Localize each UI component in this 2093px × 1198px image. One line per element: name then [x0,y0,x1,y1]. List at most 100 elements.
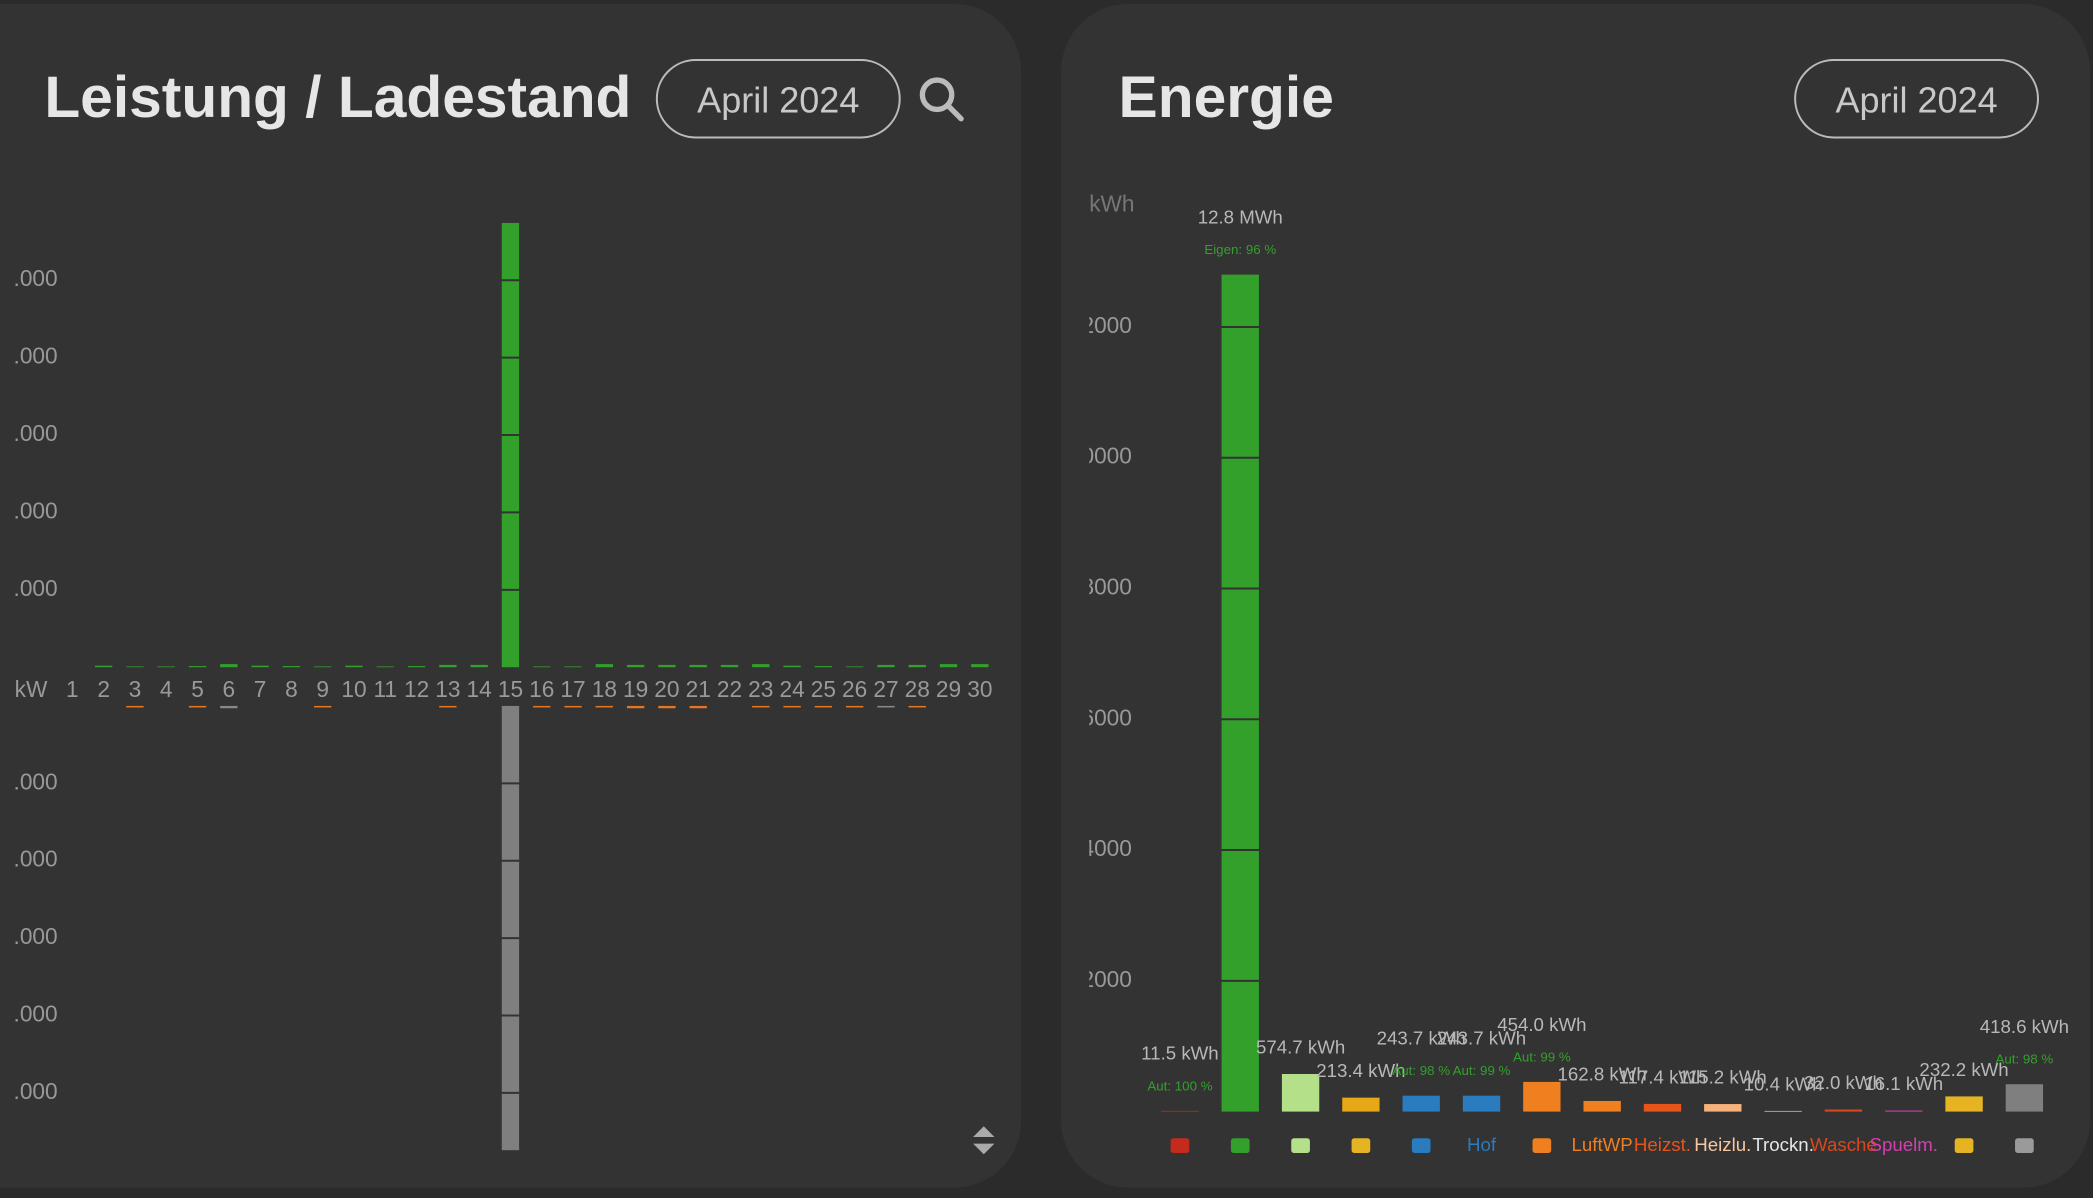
x-tick-label: Heizst. [1634,1134,1691,1155]
bar [939,664,958,668]
annotation: Aut: 98 % [1392,1063,1450,1078]
category-icon [1954,1138,1974,1153]
bar [564,666,582,668]
bar [533,705,551,708]
bar [689,664,707,668]
category-icon [1411,1138,1431,1153]
bar [439,705,457,708]
bar [783,705,801,708]
x-tick-label: 2 [97,676,110,702]
month-button-label[interactable]: April 2024 [1835,79,1997,120]
category-icon [1170,1138,1190,1153]
x-tick-label: 26 [842,676,867,702]
annotation: Aut: 100 % [1147,1078,1212,1093]
x-tick-label: 15 [498,676,523,702]
search-icon[interactable] [919,77,964,122]
bar [220,664,238,668]
x-tick-label: Heizlu. [1694,1134,1751,1155]
bar [126,705,144,708]
y-tick-label: 4.000 [1,1001,58,1027]
bar [971,664,989,668]
y-tick-label: 3.000 [1,420,58,446]
x-tick-label: Spuelm. [1870,1134,1938,1155]
value-label: 117.4 kWh [1619,1067,1707,1088]
x-tick-label: 13 [435,676,460,702]
bar [470,664,488,668]
bar [1161,1110,1199,1112]
search-icon-handle[interactable] [945,102,964,122]
bar [658,705,676,709]
x-tick-label: 10 [341,676,366,702]
bar [533,666,551,668]
x-tick-label: 4 [160,676,173,702]
value-label: 32.0 kWh [1804,1072,1883,1093]
panel-title: Energie [1119,65,1334,130]
bar [1342,1097,1380,1112]
bar [251,665,269,668]
bar [908,664,926,668]
x-tick-label: 28 [905,676,930,702]
bar [1462,1095,1501,1112]
value-label: 574.7 kWh [1256,1037,1345,1058]
sort-down[interactable] [973,1143,995,1155]
bar [1704,1104,1742,1112]
x-tick-label: 7 [254,676,267,702]
bar [282,666,301,668]
month-button[interactable] [655,59,901,139]
bar [720,664,739,668]
x-tick-label: 21 [686,676,711,702]
bar [1643,1103,1682,1112]
month-button[interactable] [1794,59,2039,139]
x-tick-label: 22 [717,676,742,702]
bar [845,705,864,708]
x-tick-label: 18 [592,676,617,702]
value-label: 243.7 kWh [1437,1028,1526,1049]
y-tick-label: 4000 [1081,835,1131,861]
bar [689,705,707,709]
x-tick-label: Hof [1467,1134,1497,1155]
x-tick-label: 24 [779,676,804,702]
value-label: 115.2 kWh [1679,1067,1767,1088]
search-icon-lens[interactable] [919,77,955,113]
value-label: 162.8 kWh [1558,1064,1647,1085]
value-label: 10.4 kWh [1744,1074,1823,1095]
group: 2000 4000 6000 8000 10000 12000 [1069,312,1132,992]
bar [94,665,113,668]
x-tick-label: 3 [129,676,142,702]
bar [1764,1110,1802,1112]
bar [1221,274,1259,1112]
y-axis-label: kWh [1089,190,1134,216]
sort-icon[interactable] [973,1126,995,1155]
x-tick-label: 5 [191,676,204,702]
x-tick-label: 8 [285,676,298,702]
bar [376,666,394,668]
group: 1.000 2.000 3.000 4.000 5.000 1.000 2.000 3.000… [1,265,58,1104]
x-tick-label: 30 [967,676,992,702]
x-tick-label: 9 [316,676,329,702]
bar [157,666,175,668]
bar [908,705,926,708]
bar [1824,1109,1863,1112]
bar [1523,1081,1561,1112]
category-icon [2015,1138,2034,1153]
value-label: 16.1 kWh [1864,1073,1943,1094]
bar [1885,1110,1923,1112]
month-button-label[interactable]: April 2024 [697,79,859,120]
bar [188,666,207,668]
bar [845,666,864,668]
bar [2005,1084,2044,1112]
value-label: 213.4 kWh [1316,1060,1405,1081]
value-label: 232.2 kWh [1919,1059,2008,1080]
bar [626,664,645,668]
x-tick-label: 1 [66,676,79,702]
bar [220,705,238,709]
bar [439,664,457,668]
y-tick-label: 12000 [1069,312,1132,338]
x-tick-label: 6 [223,676,236,702]
y-tick-label: 1.000 [1,768,58,794]
bar [814,705,833,708]
x-tick-label: 20 [654,676,679,702]
bar [783,665,801,668]
sort-up[interactable] [973,1126,995,1137]
